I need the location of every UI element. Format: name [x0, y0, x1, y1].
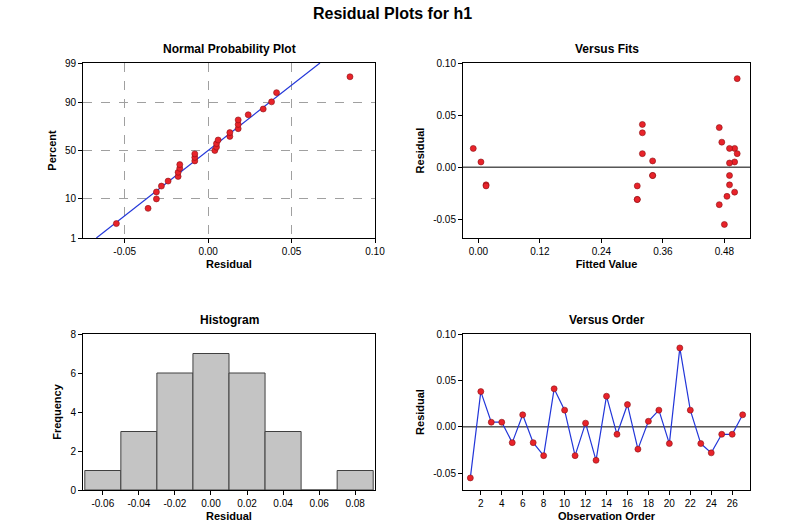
svg-text:10: 10 — [65, 193, 77, 204]
svg-text:Residual Plots for h1: Residual Plots for h1 — [313, 5, 472, 22]
svg-text:-0.05: -0.05 — [433, 468, 456, 479]
svg-text:99: 99 — [65, 58, 77, 69]
svg-text:0.00: 0.00 — [437, 421, 457, 432]
svg-text:Residual: Residual — [414, 128, 426, 174]
svg-text:0.00: 0.00 — [469, 246, 489, 257]
svg-text:0.00: 0.00 — [198, 246, 218, 257]
svg-text:Frequency: Frequency — [51, 383, 63, 440]
svg-text:Percent: Percent — [46, 130, 58, 171]
svg-text:Versus Order: Versus Order — [569, 313, 645, 327]
svg-text:90: 90 — [65, 97, 77, 108]
svg-text:0.08: 0.08 — [345, 498, 365, 509]
svg-text:0.24: 0.24 — [592, 246, 612, 257]
svg-text:0.10: 0.10 — [437, 329, 457, 340]
svg-text:0.05: 0.05 — [437, 375, 457, 386]
svg-text:Residual: Residual — [206, 510, 252, 522]
svg-text:18: 18 — [643, 498, 655, 509]
svg-text:0.05: 0.05 — [282, 246, 302, 257]
svg-text:50: 50 — [65, 145, 77, 156]
svg-text:24: 24 — [706, 498, 718, 509]
svg-text:0: 0 — [70, 485, 76, 496]
svg-text:Observation Order: Observation Order — [558, 510, 656, 522]
svg-text:6: 6 — [70, 368, 76, 379]
svg-text:Versus Fits: Versus Fits — [575, 42, 639, 56]
svg-text:4: 4 — [70, 407, 76, 418]
svg-text:0.05: 0.05 — [437, 110, 457, 121]
svg-text:0.10: 0.10 — [437, 58, 457, 69]
svg-text:22: 22 — [685, 498, 697, 509]
svg-text:-0.04: -0.04 — [127, 498, 150, 509]
svg-text:0.02: 0.02 — [237, 498, 257, 509]
svg-text:Residual: Residual — [414, 389, 426, 435]
svg-text:0.06: 0.06 — [309, 498, 329, 509]
svg-text:0.12: 0.12 — [530, 246, 550, 257]
svg-text:4: 4 — [499, 498, 505, 509]
svg-text:10: 10 — [559, 498, 571, 509]
svg-text:6: 6 — [520, 498, 526, 509]
svg-text:-0.05: -0.05 — [113, 246, 136, 257]
svg-text:0.04: 0.04 — [273, 498, 293, 509]
svg-text:12: 12 — [580, 498, 592, 509]
svg-text:8: 8 — [541, 498, 547, 509]
svg-text:2: 2 — [478, 498, 484, 509]
svg-text:-0.06: -0.06 — [91, 498, 114, 509]
svg-text:1: 1 — [70, 233, 76, 244]
svg-text:0.10: 0.10 — [365, 246, 385, 257]
svg-text:Histogram: Histogram — [200, 313, 259, 327]
svg-text:14: 14 — [601, 498, 613, 509]
svg-text:0.00: 0.00 — [201, 498, 221, 509]
svg-text:Residual: Residual — [206, 258, 252, 270]
svg-text:0.48: 0.48 — [715, 246, 735, 257]
svg-text:8: 8 — [70, 329, 76, 340]
svg-text:-0.02: -0.02 — [164, 498, 187, 509]
svg-text:-0.05: -0.05 — [433, 214, 456, 225]
svg-text:0.00: 0.00 — [437, 162, 457, 173]
svg-text:Fitted Value: Fitted Value — [576, 258, 638, 270]
svg-text:26: 26 — [727, 498, 739, 509]
svg-text:16: 16 — [622, 498, 634, 509]
svg-text:20: 20 — [664, 498, 676, 509]
svg-text:Normal Probability Plot: Normal Probability Plot — [163, 42, 296, 56]
svg-text:2: 2 — [70, 446, 76, 457]
svg-text:0.36: 0.36 — [653, 246, 673, 257]
